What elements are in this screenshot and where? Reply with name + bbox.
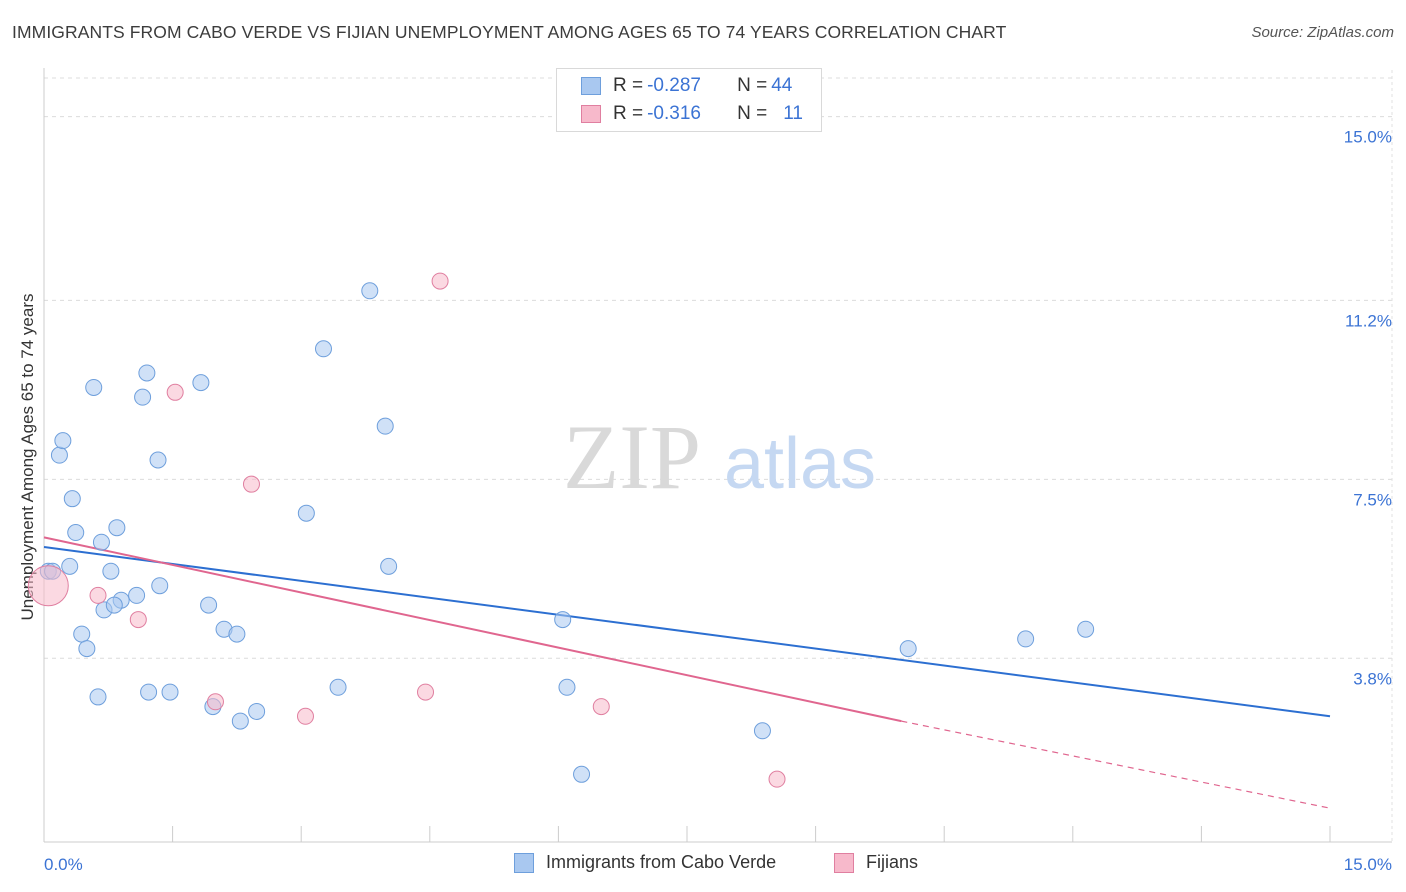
data-point [899, 640, 917, 658]
data-point [248, 702, 266, 720]
legend-row-fijians: R = -0.316 N = 11 [581, 101, 803, 127]
data-point [129, 611, 147, 629]
data-point [768, 770, 786, 788]
data-point [151, 577, 169, 595]
data-point [1017, 630, 1035, 648]
legend-label: Immigrants from Cabo Verde [546, 852, 777, 872]
axes [43, 68, 1392, 843]
data-point [92, 533, 110, 551]
data-point [89, 586, 107, 604]
data-point [361, 282, 379, 300]
chart-title: IMMIGRANTS FROM CABO VERDE VS FIJIAN UNE… [12, 22, 1007, 42]
data-point [329, 678, 347, 696]
data-point [228, 625, 246, 643]
data-point [573, 765, 591, 783]
data-point [296, 707, 314, 725]
data-point [200, 596, 218, 614]
legend-r-label: R = [613, 103, 644, 124]
data-point [166, 383, 184, 401]
data-point [376, 417, 394, 435]
legend-n-value: 11 [783, 103, 803, 124]
data-point [134, 388, 152, 406]
data-point [50, 446, 68, 464]
data-point [431, 272, 449, 290]
data-point [753, 722, 771, 740]
data-point [554, 611, 572, 629]
data-point [63, 490, 81, 508]
data-point [78, 640, 96, 658]
data-point [314, 340, 332, 358]
legend-r-value: -0.287 [647, 75, 701, 96]
legend-r-label: R = [613, 75, 644, 96]
watermark: ZIP atlas [563, 406, 876, 508]
data-point [73, 625, 91, 643]
data-point [140, 683, 158, 701]
legend-label: Fijians [866, 852, 919, 872]
y-tick-label: 7.5% [1353, 490, 1392, 509]
data-point [27, 565, 69, 607]
data-point [67, 524, 85, 542]
data-point [149, 451, 167, 469]
x-tick-label: 0.0% [44, 855, 83, 874]
data-point [206, 693, 224, 711]
data-point [89, 688, 107, 706]
legend-swatch-blue [581, 77, 601, 95]
legend-n-label: N = [737, 103, 768, 124]
y-tick-label: 11.2% [1345, 311, 1392, 330]
tick-labels: 3.8% 7.5% 11.2% 15.0% 0.0% 15.0% [44, 128, 1392, 874]
data-point [297, 504, 315, 522]
watermark-atlas: atlas [724, 424, 876, 504]
legend-item-fijians[interactable]: Fijians [834, 852, 918, 873]
data-point [192, 374, 210, 392]
legend-r-value: -0.316 [647, 103, 701, 124]
data-point [128, 586, 146, 604]
data-point [54, 432, 72, 450]
data-point [592, 698, 610, 716]
data-point [138, 364, 156, 382]
legend-n-label: N = [737, 75, 768, 96]
legend-row-cabo-verde: R = -0.287 N = 44 [581, 73, 792, 99]
data-points [27, 272, 1095, 788]
x-tick-label: 15.0% [1344, 855, 1392, 874]
correlation-legend: R = -0.287 N = 44 R = -0.316 N = 11 [556, 68, 822, 132]
watermark-zip: ZIP [563, 406, 701, 508]
trend-line-0 [43, 546, 1331, 718]
trend-line-extension-1 [901, 720, 1331, 809]
y-tick-label: 15.0% [1344, 128, 1392, 147]
data-point [105, 596, 123, 614]
legend-swatch-pink [834, 852, 854, 873]
data-point [102, 562, 120, 580]
data-point [61, 557, 79, 575]
data-point [108, 519, 126, 537]
legend-swatch-blue [514, 852, 534, 873]
trend-lines [43, 536, 1331, 809]
data-point [161, 683, 179, 701]
legend-item-cabo-verde[interactable]: Immigrants from Cabo Verde [514, 852, 776, 873]
trend-line-1 [43, 536, 902, 723]
grid-lines [44, 70, 1393, 842]
legend-swatch-pink [581, 105, 601, 123]
legend-n-value: 44 [771, 75, 793, 96]
data-point [558, 678, 576, 696]
data-point [417, 683, 435, 701]
data-point [380, 557, 398, 575]
chart-source: Source: ZipAtlas.com [1251, 24, 1394, 41]
data-point [85, 378, 103, 396]
data-point [1077, 620, 1095, 638]
data-point [231, 712, 249, 730]
data-point [242, 475, 260, 493]
y-tick-label: 3.8% [1353, 669, 1392, 688]
